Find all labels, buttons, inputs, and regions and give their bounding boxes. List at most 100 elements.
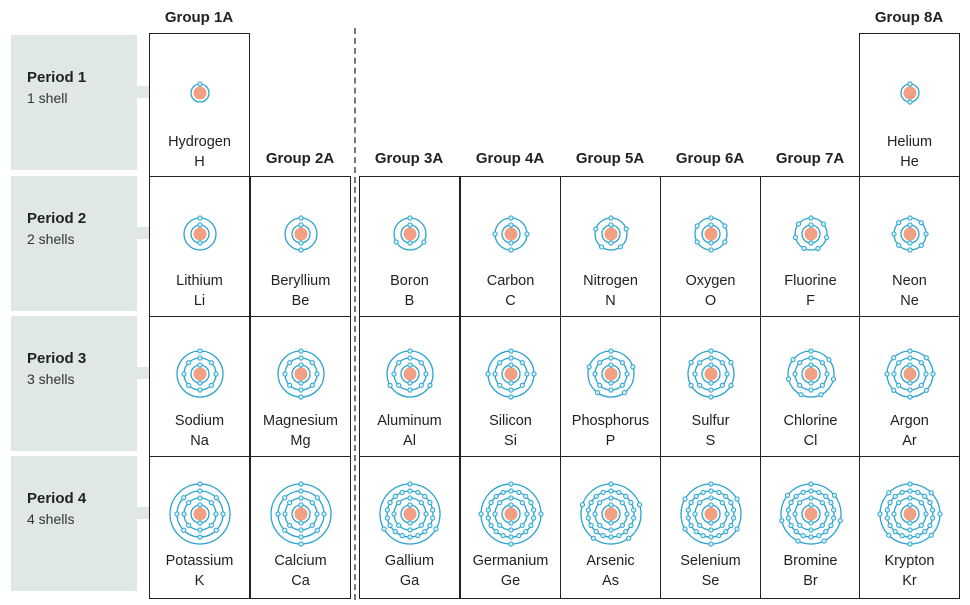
- electron: [213, 495, 219, 501]
- electron: [727, 522, 734, 529]
- electron: [297, 488, 304, 494]
- electron: [693, 529, 699, 535]
- electron: [607, 222, 614, 228]
- electron: [406, 215, 413, 221]
- electron: [691, 511, 698, 517]
- element-cell-ca: Calcium Ca: [250, 456, 351, 599]
- electron: [585, 515, 591, 521]
- element-symbol: Be: [291, 293, 310, 309]
- electron: [297, 495, 304, 501]
- electron: [196, 348, 203, 354]
- electron: [507, 488, 514, 494]
- electron: [619, 360, 625, 366]
- electron: [823, 234, 829, 241]
- bohr-model-icon: [484, 348, 537, 400]
- electron: [819, 522, 825, 528]
- electron: [507, 541, 514, 547]
- electron: [607, 355, 614, 361]
- electron: [406, 520, 413, 526]
- electron: [530, 515, 536, 521]
- electron: [787, 499, 794, 506]
- electron: [477, 511, 484, 517]
- element-cell-al: Aluminum Al: [359, 316, 460, 457]
- electron: [707, 240, 714, 246]
- electron: [173, 511, 180, 517]
- electron: [884, 515, 890, 521]
- electron: [707, 488, 714, 494]
- electron: [406, 362, 413, 368]
- electron: [707, 362, 714, 368]
- electron: [719, 360, 725, 366]
- element-name: Gallium: [384, 553, 435, 569]
- electron: [926, 499, 933, 506]
- electron: [607, 240, 614, 246]
- electron: [929, 507, 935, 513]
- electron: [827, 499, 834, 506]
- electron: [607, 215, 614, 221]
- electron: [700, 533, 706, 539]
- nucleus: [704, 227, 717, 241]
- electron: [519, 382, 525, 388]
- electron: [890, 231, 897, 237]
- electron: [507, 355, 514, 361]
- electron: [906, 387, 913, 393]
- electron: [593, 493, 599, 499]
- bohr-model-icon: [189, 81, 210, 103]
- electron: [707, 355, 714, 361]
- electron: [687, 382, 694, 389]
- element-symbol: Ga: [399, 573, 420, 589]
- electron: [797, 392, 804, 398]
- electron: [906, 541, 913, 547]
- electron: [727, 359, 734, 366]
- electron: [819, 382, 825, 388]
- electron: [707, 527, 714, 533]
- electron: [807, 520, 814, 526]
- electron: [591, 371, 598, 377]
- nucleus: [193, 86, 206, 100]
- electron: [921, 493, 927, 499]
- bohr-model-icon: [579, 481, 642, 545]
- electron: [707, 247, 714, 253]
- element-cell-be: Beryllium Be: [250, 176, 351, 317]
- element-name: Selenium: [680, 553, 741, 569]
- electron: [406, 355, 413, 361]
- electron: [823, 371, 830, 377]
- element-symbol: P: [605, 433, 616, 449]
- element-name: Germanium: [472, 553, 549, 569]
- bohr-model-icon: [592, 215, 629, 251]
- element-symbol: Ne: [900, 293, 919, 309]
- electron: [807, 481, 814, 487]
- element-cell-f: Fluorine F: [760, 176, 861, 317]
- electron: [596, 522, 602, 528]
- electron: [687, 499, 694, 506]
- electron: [723, 371, 730, 377]
- element-cell-c: Carbon C: [460, 176, 561, 317]
- element-symbol: Si: [504, 433, 517, 449]
- electron: [297, 502, 304, 508]
- electron: [819, 360, 825, 366]
- electron: [414, 489, 420, 495]
- electron: [429, 507, 435, 513]
- element-symbol: Ge: [500, 573, 521, 589]
- electron: [707, 534, 714, 540]
- electron: [286, 500, 292, 506]
- electron: [607, 387, 614, 393]
- electron: [496, 360, 502, 366]
- electron: [815, 533, 821, 539]
- group-header: Group 5A: [575, 150, 645, 167]
- electron: [281, 511, 288, 517]
- element-symbol: Br: [803, 573, 818, 589]
- electron: [918, 242, 924, 248]
- electron: [722, 529, 728, 535]
- electron: [432, 526, 439, 532]
- electron: [313, 371, 320, 377]
- electron: [297, 387, 304, 393]
- group-header: Group 3A: [374, 150, 444, 167]
- electron: [607, 495, 614, 501]
- nucleus: [604, 507, 617, 521]
- electron: [719, 522, 725, 528]
- electron: [619, 500, 625, 506]
- electron: [700, 489, 706, 495]
- electron: [297, 215, 304, 221]
